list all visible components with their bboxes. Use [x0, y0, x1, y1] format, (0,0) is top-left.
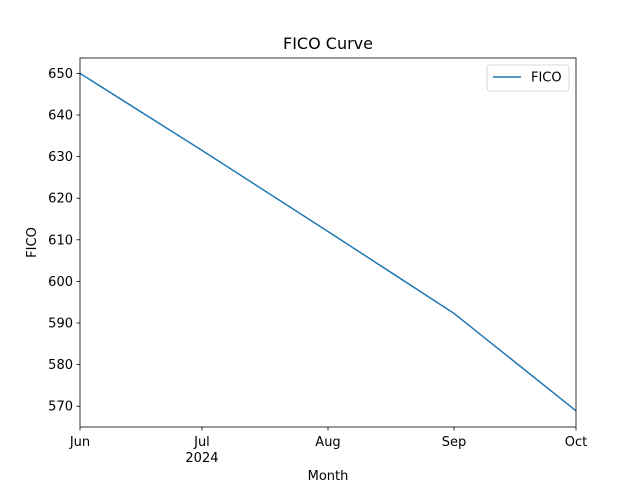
plot-area: [80, 58, 576, 427]
legend-box: [486, 64, 570, 92]
y-axis-label: FICO: [25, 227, 40, 258]
x-tick-label: Oct: [565, 435, 587, 450]
x-tick-label: Aug: [315, 435, 340, 450]
legend-label: FICO: [531, 71, 562, 86]
y-tick-label: 570: [48, 400, 73, 415]
x-axis: Jun Jul Aug Sep Oct 2024: [69, 427, 587, 466]
y-tick-label: 650: [48, 67, 73, 82]
y-tick-label: 610: [48, 233, 73, 248]
y-tick-label: 630: [48, 150, 73, 165]
y-tick-label: 600: [48, 275, 73, 290]
series-line-fico: [79, 72, 577, 412]
y-tick-label: 620: [48, 192, 73, 207]
y-tick-label: 590: [48, 316, 73, 331]
x-tick-label: Jun: [69, 435, 90, 450]
x-year-label: 2024: [185, 451, 218, 466]
x-tick-label: Jul: [193, 435, 210, 450]
series-layer: [79, 72, 577, 412]
y-tick-label: 640: [48, 108, 73, 123]
legend: FICO: [486, 64, 570, 92]
x-tick-label: Sep: [442, 435, 467, 450]
x-axis-label: Month: [308, 469, 349, 480]
y-axis: 570 580 590 600 610 620 630 640 650: [48, 67, 80, 415]
chart-title: FICO Curve: [283, 34, 373, 53]
y-tick-label: 580: [48, 358, 73, 373]
